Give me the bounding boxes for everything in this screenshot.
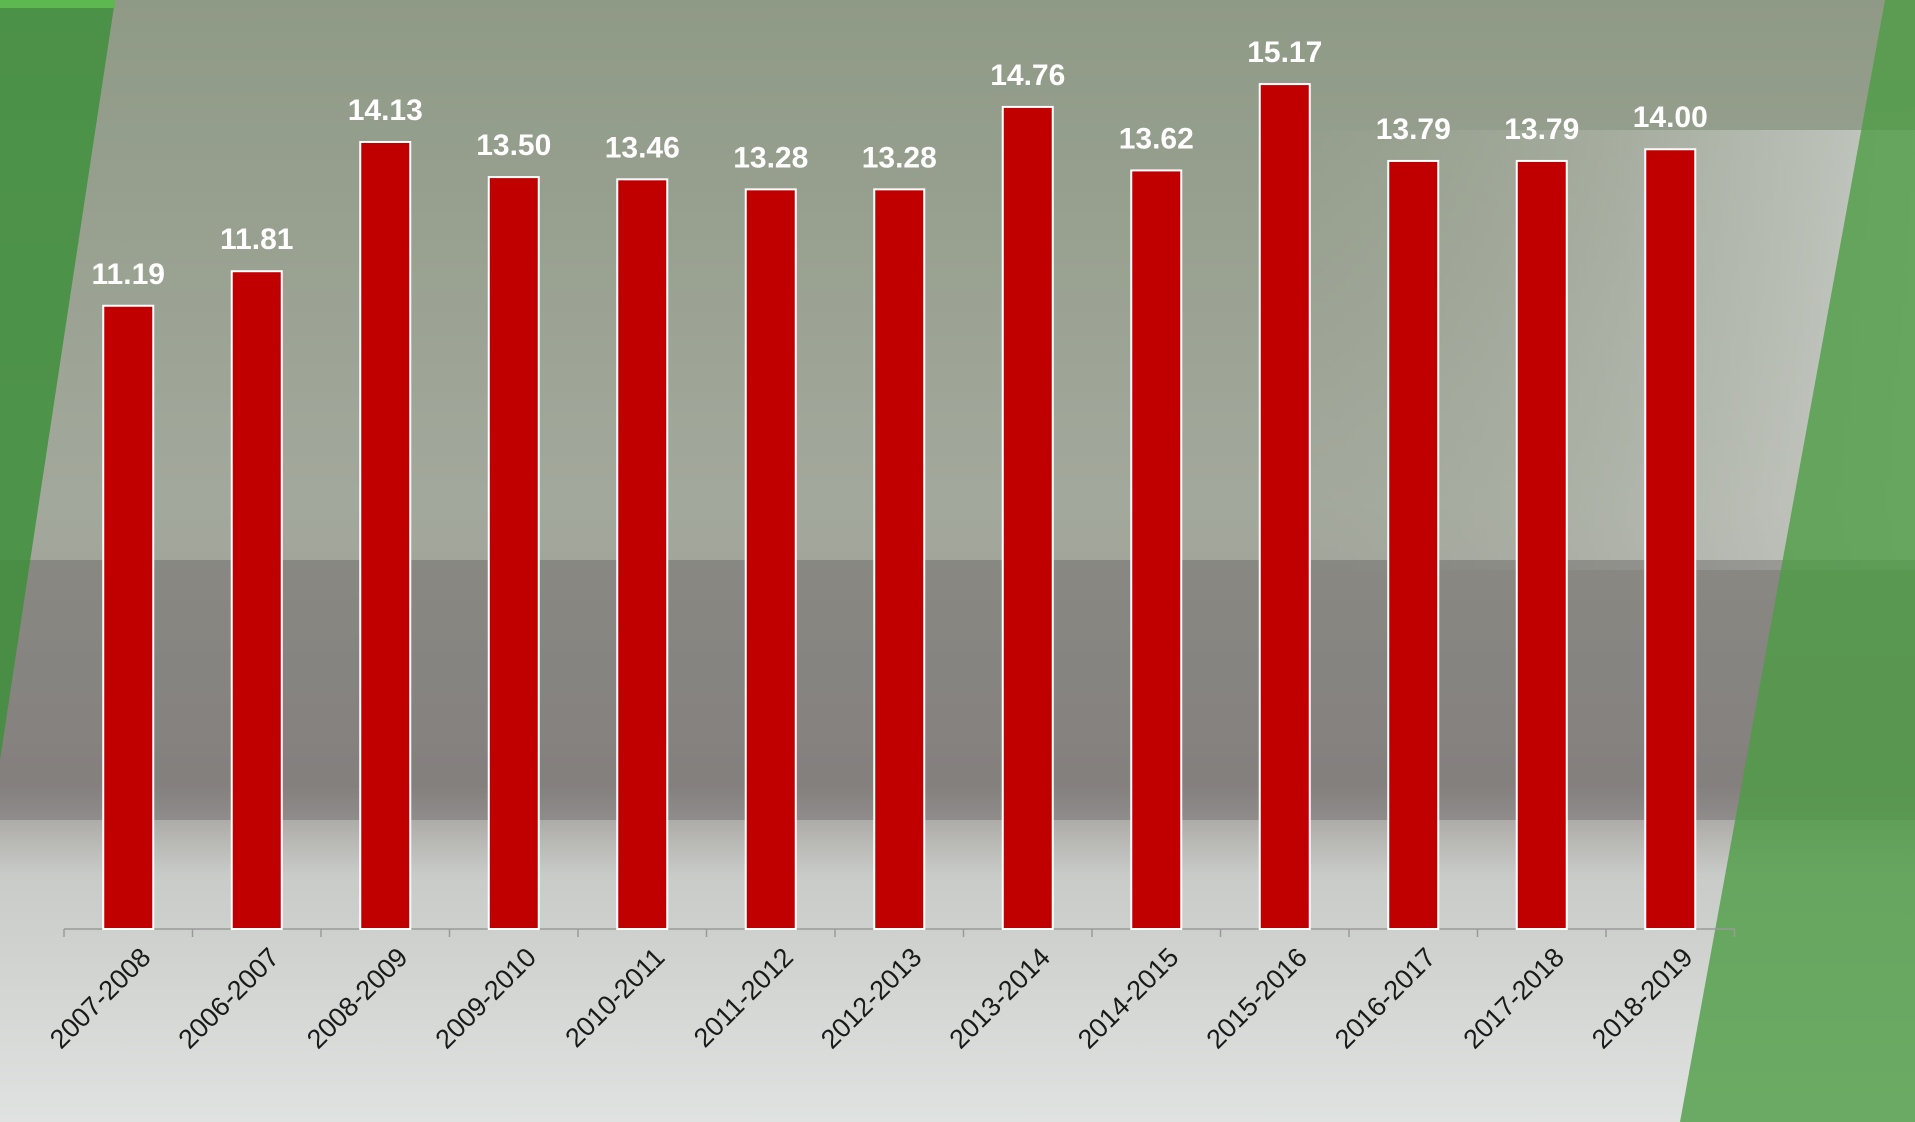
value-label: 14.00 [1633,101,1708,134]
green-panel-left [0,0,115,760]
bar [616,178,669,930]
value-label: 13.28 [862,141,937,174]
bar [102,304,155,930]
bar [487,176,540,931]
bar [1515,159,1568,930]
value-label: 11.81 [220,223,293,256]
bar [1258,83,1311,931]
value-label: 13.46 [605,131,680,164]
value-label: 14.13 [348,94,423,127]
value-label: 15.17 [1247,36,1322,69]
bar [1130,169,1183,930]
background-crowd [0,560,1915,820]
value-label: 11.19 [92,258,165,291]
value-label: 13.50 [476,129,551,162]
bar [1644,148,1697,930]
value-label: 14.76 [990,59,1065,92]
green-strip [0,0,115,8]
value-label: 13.79 [1376,113,1451,146]
bar [744,188,797,930]
bar [873,188,926,930]
value-label: 13.28 [733,141,808,174]
bar [1387,159,1440,930]
green-panel-right [1680,0,1915,1122]
bar [359,141,412,930]
bar [230,270,283,930]
value-label: 13.62 [1119,122,1194,155]
bar [1001,105,1054,931]
value-label: 13.79 [1504,113,1579,146]
